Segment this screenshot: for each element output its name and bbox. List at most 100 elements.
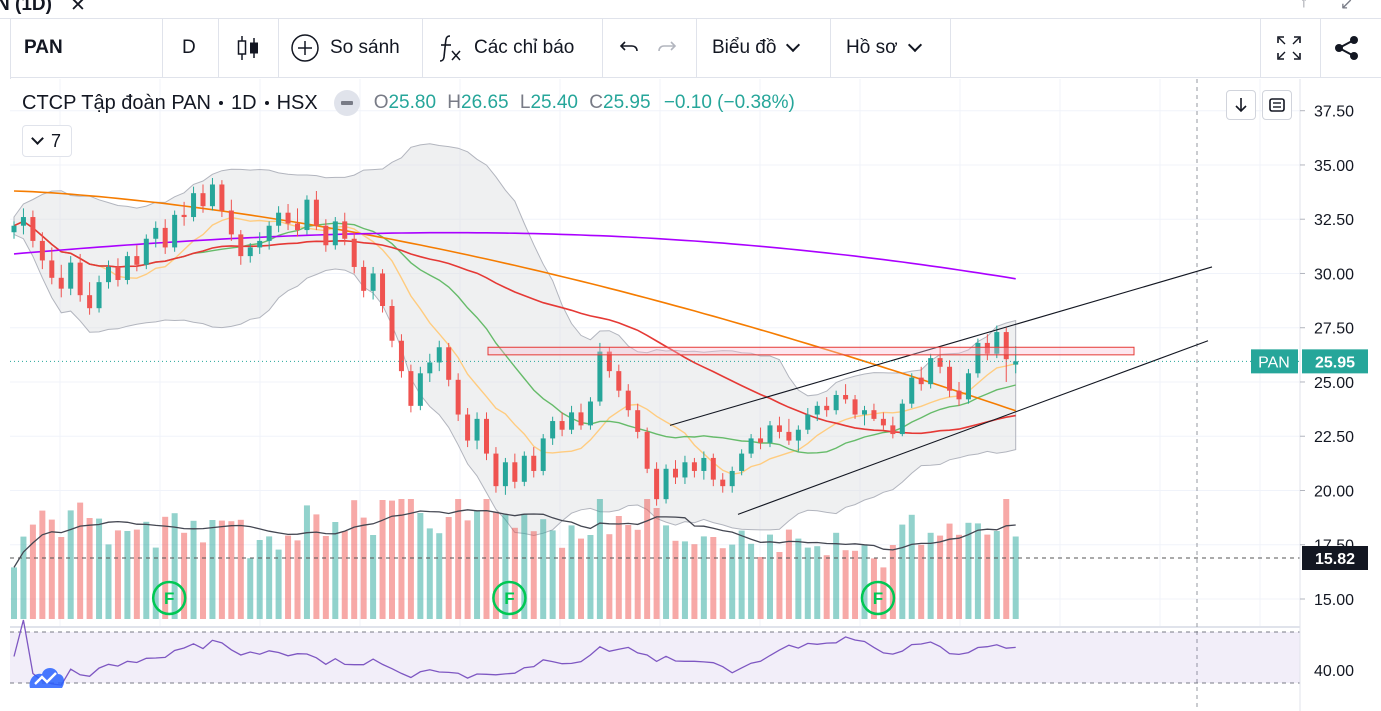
candle-body — [134, 256, 140, 265]
candle-body — [1013, 361, 1019, 365]
volume-bar — [407, 499, 414, 619]
candle-body — [947, 366, 953, 391]
hide-icon[interactable] — [333, 90, 360, 116]
volume-bar — [237, 519, 244, 619]
indicators-collapse-button[interactable]: 7 — [22, 125, 72, 157]
volume-bar — [445, 517, 452, 619]
volume-bar — [48, 519, 55, 619]
add-circle-icon — [291, 34, 319, 62]
fullscreen-icon[interactable] — [1276, 19, 1302, 77]
candle-body — [228, 210, 234, 235]
volume-bar — [880, 567, 887, 619]
candle-body — [899, 403, 905, 435]
volume-bar — [804, 547, 811, 619]
ma100-line — [13, 190, 1016, 412]
price-tick-label: 22.50 — [1314, 429, 1354, 446]
volume-bar — [852, 550, 859, 619]
volume-bar — [776, 552, 783, 619]
resistance-zone — [487, 346, 1135, 356]
volume-bar — [171, 513, 178, 619]
chart-menu-button[interactable]: Biểu đồ — [712, 19, 801, 77]
candle-body — [361, 266, 367, 291]
volume-ma-badge — [1302, 546, 1368, 570]
candle-body — [862, 410, 867, 415]
volume-bar — [351, 500, 358, 619]
candle-body — [219, 184, 225, 211]
candle-body — [597, 351, 603, 402]
volume-bar — [918, 544, 925, 619]
rsi-line — [13, 619, 1016, 686]
change-value: −0.10 (−0.38%) — [663, 92, 795, 113]
candle-body — [238, 234, 244, 257]
candle-body — [663, 468, 669, 500]
volume-bar — [29, 524, 36, 619]
chart-menu-label: Biểu đồ — [712, 37, 777, 58]
chart-legend: CTCP Tập đoàn PAN 1D HSX O25.80 H26.65 L… — [22, 90, 795, 116]
popout-icon[interactable]: ↑ — [1300, 0, 1308, 11]
volume-bar — [559, 547, 566, 619]
candle-body — [767, 425, 773, 443]
price-tick-label: 30.00 — [1314, 266, 1354, 283]
candle-body — [786, 431, 792, 441]
interval-button[interactable]: D — [182, 37, 196, 58]
candle-body — [852, 399, 858, 415]
candle-body — [285, 212, 291, 224]
volume-bar — [464, 520, 471, 619]
indicators-button[interactable]: Các chỉ báo — [438, 19, 574, 77]
share-icon[interactable] — [1334, 19, 1360, 77]
candle-body — [758, 438, 764, 443]
open-value: 25.80 — [388, 92, 437, 113]
volume-bar — [332, 522, 339, 619]
candle-body — [871, 410, 877, 419]
volume-bar — [502, 514, 509, 619]
volume-bar — [256, 540, 263, 619]
volume-bar — [417, 513, 424, 619]
candle-body — [521, 455, 527, 482]
volume-bar — [833, 532, 840, 619]
candle-body — [701, 457, 707, 471]
volume-bar — [663, 525, 670, 619]
undo-icon[interactable] — [616, 19, 640, 77]
legend-interval: 1D — [230, 91, 257, 114]
volume-bar — [492, 511, 499, 619]
candles-icon[interactable] — [236, 19, 260, 77]
open-label: O — [373, 92, 389, 113]
symbol-search-button[interactable]: PAN — [24, 37, 63, 58]
volume-bar — [596, 499, 603, 619]
candle-body — [351, 238, 357, 267]
candle-body — [776, 425, 782, 432]
indicators-label: Các chỉ báo — [474, 37, 575, 58]
legend-company-name: CTCP Tập đoàn PAN — [22, 91, 211, 114]
volume-bar — [105, 544, 112, 619]
candle-body — [68, 262, 74, 289]
candle-body — [276, 212, 282, 226]
compare-button[interactable]: So sánh — [290, 19, 400, 77]
volume-bar — [549, 530, 556, 619]
candle-body — [569, 412, 575, 430]
maximize-pane-icon[interactable] — [1262, 90, 1292, 120]
candle-body — [96, 282, 102, 309]
volume-bar — [540, 519, 547, 619]
volume-bar — [757, 557, 764, 619]
close-icon[interactable]: ✕ — [70, 0, 86, 16]
tradingview-logo-icon[interactable] — [26, 660, 66, 694]
profile-menu-button[interactable]: Hồ sơ — [846, 19, 922, 77]
redo-icon[interactable] — [656, 19, 680, 77]
volume-bar — [587, 535, 594, 619]
volume-bar — [672, 540, 679, 619]
volume-bar — [190, 520, 197, 619]
last-price-badge — [1302, 349, 1368, 374]
volume-bar — [200, 542, 206, 619]
volume-bar — [625, 525, 632, 619]
candle-body — [398, 340, 404, 372]
volume-bar — [530, 531, 537, 619]
scroll-down-icon[interactable] — [1226, 90, 1256, 120]
volume-bar — [133, 529, 140, 619]
minimize-icon[interactable]: ↙ — [1340, 0, 1354, 13]
price-chart[interactable]: 37.50 35.00 32.50 30.00 27.50 25.00 22.50 20.00… — [0, 79, 1381, 711]
volume-bar — [474, 510, 481, 619]
volume-bar — [681, 541, 688, 619]
function-icon — [439, 35, 461, 62]
volume-bar — [653, 508, 660, 619]
volume-ma-label: 15.82 — [1315, 551, 1355, 568]
